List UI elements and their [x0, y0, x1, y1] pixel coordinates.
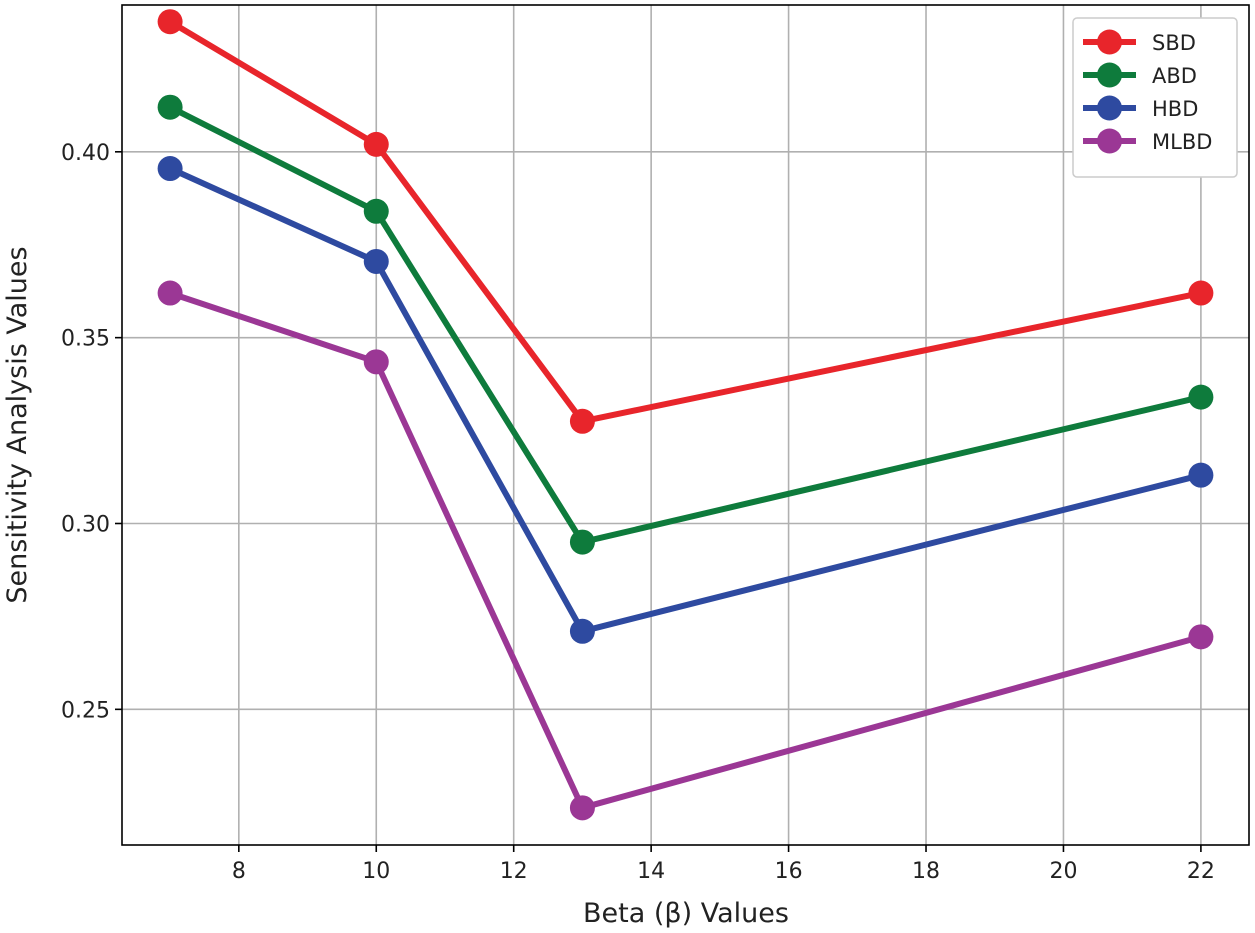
series-line-mlbd [167, 290, 1204, 811]
data-point-abd [363, 198, 389, 224]
x-tick-label: 14 [637, 859, 665, 884]
series-line-hbd [167, 165, 1204, 635]
data-point-sbd [363, 131, 389, 157]
axis-ticks: 8 10 12 14 16 18 20 22 0.25 0.30 0.35 0.40 [61, 141, 1215, 884]
series [157, 9, 1214, 821]
data-point-sbd [569, 408, 595, 434]
data-point-hbd [1188, 462, 1214, 488]
legend-marker-mlbd [1097, 128, 1122, 154]
y-axis-label: Sensitivity Analysis Values [2, 246, 33, 603]
x-tick-label: 8 [232, 859, 246, 884]
x-tick-label: 22 [1187, 859, 1215, 884]
y-tick-label: 0.35 [61, 327, 110, 352]
data-point-mlbd [157, 280, 183, 306]
data-point-hbd [363, 248, 389, 274]
series-line-sbd [167, 18, 1204, 425]
x-tick-label: 20 [1049, 859, 1077, 884]
data-point-abd [157, 94, 183, 120]
x-tick-label: 10 [362, 859, 390, 884]
legend-label-abd: ABD [1152, 64, 1197, 88]
legend-label-mlbd: MLBD [1152, 130, 1212, 154]
legend: SBD ABD HBD MLBD [1072, 17, 1238, 178]
x-tick-label: 16 [775, 859, 803, 884]
data-point-mlbd [363, 349, 389, 375]
y-tick-label: 0.40 [61, 141, 110, 166]
y-tick-label: 0.30 [61, 512, 110, 537]
x-tick-label: 12 [500, 859, 528, 884]
legend-marker-hbd [1097, 95, 1122, 121]
legend-marker-sbd [1097, 29, 1122, 55]
data-point-abd [569, 529, 595, 555]
data-point-hbd [569, 618, 595, 644]
legend-label-hbd: HBD [1152, 97, 1198, 121]
data-point-mlbd [1188, 624, 1214, 650]
x-axis-label: Beta (β) Values [583, 898, 789, 929]
data-point-hbd [157, 156, 183, 182]
data-point-sbd [1188, 280, 1214, 306]
series-line-abd [167, 104, 1204, 546]
plot-frame [121, 4, 1250, 846]
y-tick-label: 0.25 [61, 698, 110, 723]
legend-label-sbd: SBD [1152, 31, 1196, 55]
legend-marker-abd [1097, 62, 1122, 88]
data-point-sbd [157, 9, 183, 35]
data-point-mlbd [569, 795, 595, 821]
data-point-abd [1188, 384, 1214, 410]
x-tick-label: 18 [912, 859, 940, 884]
